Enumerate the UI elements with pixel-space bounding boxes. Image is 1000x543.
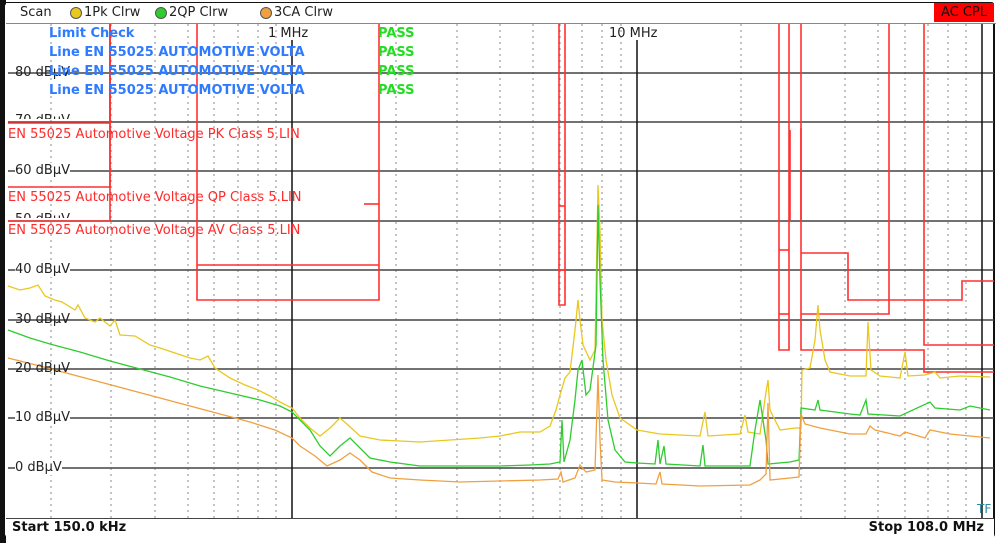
trace-header: Scan 1Pk Clrw 2QP Clrw 3CA Clrw AC CPL [6,3,996,24]
trace-3-dot-icon [260,6,272,19]
stop-frequency[interactable]: Stop 108.0 MHz [868,520,984,535]
trace-3-legend[interactable]: 3CA Clrw [260,5,333,20]
trace-2-dot-icon [155,6,167,19]
limit-check-line-3-result: PASS [378,83,415,98]
y-tick-40: 40 dBµV [15,262,71,277]
limit-lines [8,24,994,373]
trace-1-label: 1Pk Clrw [84,5,141,20]
major-gridlines [8,72,994,469]
freq-label-1mhz: 1 MHz [268,26,309,41]
y-tick-0: 0 dBµV [15,460,62,475]
trace-3-label: 3CA Clrw [274,5,334,20]
limit-label-av: EN 55025 Automotive Voltage AV Class 5.L… [8,223,301,238]
trace-2-label: 2QP Clrw [169,5,229,20]
limit-check-line-2: Line EN 55025 AUTOMOTIVE VOLTA [49,64,305,79]
trace-1-dot-icon [70,6,82,19]
limit-check-line-1: Line EN 55025 AUTOMOTIVE VOLTA [49,45,305,60]
y-tick-80: 80 dBµV [15,65,71,80]
y-tick-50: 50 dBµV [15,212,70,218]
y-tick-20: 20 dBµV [15,361,71,376]
y-tick-30: 30 dBµV [15,312,71,327]
trace-3ca [7,357,991,487]
limit-check-title: Limit Check [49,26,135,41]
frequency-footer: Start 150.0 kHz Stop 108.0 MHz [6,518,994,538]
limit-check-line-1-result: PASS [378,45,415,60]
limit-check-line-3: Line EN 55025 AUTOMOTIVE VOLTA [49,83,305,98]
freq-label-10mhz: 10 MHz [609,26,658,41]
y-tick-60: 60 dBµV [15,163,71,178]
limit-label-qp: EN 55025 Automotive Voltage QP Class 5.L… [8,190,302,205]
limit-label-pk: EN 55025 Automotive Voltage PK Class 5.L… [8,127,300,142]
ac-coupling-badge: AC CPL [934,3,994,22]
y-tick-70: 70 dBµV [15,113,70,119]
limit-check-line-2-result: PASS [378,64,415,79]
trace-2-legend[interactable]: 2QP Clrw [155,5,228,20]
y-tick-10: 10 dBµV [15,410,71,425]
trace-1pk [7,184,991,443]
trace-2qp [7,204,991,467]
tf-indicator: TF [977,502,992,516]
scan-label: Scan [20,5,52,20]
trace-1-legend[interactable]: 1Pk Clrw [70,5,140,20]
minor-gridlines [50,24,967,518]
limit-check-title-result: PASS [378,26,415,41]
start-frequency[interactable]: Start 150.0 kHz [12,520,127,535]
